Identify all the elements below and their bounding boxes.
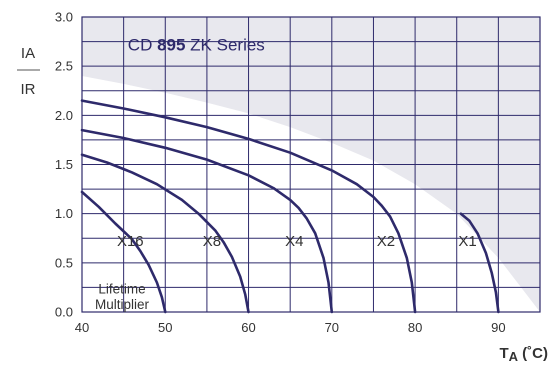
x-tick-label: 60 bbox=[241, 320, 255, 335]
y-tick-label: 1.5 bbox=[55, 157, 73, 172]
series-line-x2 bbox=[80, 99, 417, 314]
series-label-x16: X16 bbox=[117, 233, 144, 250]
y-axis-label-denominator: IR bbox=[21, 81, 36, 98]
x-tick-labels: 40 50 60 70 80 90 bbox=[75, 320, 506, 335]
series-label-x2: X2 bbox=[377, 233, 395, 250]
chart-title-suffix: ZK Series bbox=[185, 35, 264, 54]
annotation-line-1: Lifetime bbox=[98, 281, 145, 296]
chart-title-prefix: CD bbox=[128, 35, 157, 54]
series-line-x4 bbox=[80, 128, 334, 314]
series-line-x1 bbox=[459, 212, 500, 314]
y-axis-label-numerator: IA bbox=[21, 45, 35, 62]
series-labels: X16 X8 X4 X2 X1 bbox=[117, 233, 477, 250]
series-label-x8: X8 bbox=[203, 233, 221, 250]
y-tick-label: 0.5 bbox=[55, 255, 73, 270]
x-tick-label: 70 bbox=[325, 320, 339, 335]
chart-title: CD 895 ZK Series bbox=[128, 35, 265, 54]
series-curves bbox=[80, 99, 500, 314]
y-tick-label: 2.0 bbox=[55, 108, 73, 123]
x-tick-label: 40 bbox=[75, 320, 89, 335]
x-tick-label: 90 bbox=[491, 320, 505, 335]
annotation-line-2: Multiplier bbox=[95, 297, 150, 312]
series-label-x4: X4 bbox=[285, 233, 303, 250]
chart-title-model: 895 bbox=[157, 35, 185, 54]
y-tick-label: 3.0 bbox=[55, 10, 73, 25]
series-line-x8 bbox=[80, 153, 250, 314]
y-tick-label: 1.0 bbox=[55, 206, 73, 221]
plot-frame bbox=[81, 16, 541, 313]
x-tick-label: 50 bbox=[158, 320, 172, 335]
y-tick-labels: 0.0 0.5 1.0 1.5 2.0 2.5 3.0 bbox=[55, 10, 73, 320]
x-axis-label-unit: (˚C) bbox=[518, 345, 548, 362]
y-tick-label: 2.5 bbox=[55, 59, 73, 74]
series-line-x16 bbox=[80, 190, 167, 314]
series-label-x1: X1 bbox=[458, 233, 476, 250]
x-axis-label-sub: A bbox=[509, 349, 519, 364]
y-tick-label: 0.0 bbox=[55, 305, 73, 320]
x-axis-label-main: T bbox=[499, 345, 508, 362]
x-axis-label: TA (˚C) bbox=[499, 345, 548, 364]
x-tick-label: 80 bbox=[408, 320, 422, 335]
